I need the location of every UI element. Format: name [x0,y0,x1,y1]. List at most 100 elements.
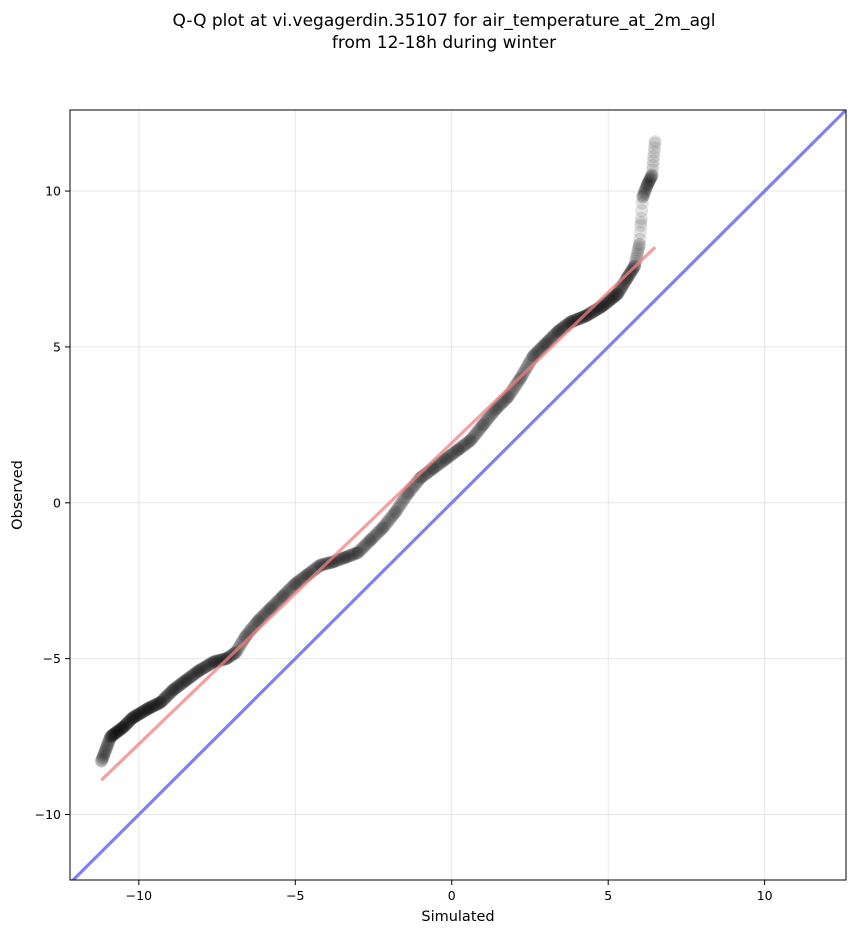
quantile-point [150,697,165,711]
quantile-point [154,695,168,709]
quantile-point [383,512,397,526]
quantile-point [641,178,654,192]
quantile-point [441,450,455,464]
quantile-point [645,169,659,182]
quantile-point [477,416,491,431]
quantile-point [631,242,646,257]
quantile-point [167,682,182,696]
quantile-point [95,753,109,767]
quantile-point [164,685,178,699]
quantile-point [544,332,558,346]
quantile-point [170,679,185,694]
quantile-point [259,606,273,620]
quantile-point [148,698,162,712]
quantile-point [345,548,360,562]
quantile-point [392,500,406,514]
quantile-point [608,288,623,303]
quantile-point [465,431,480,445]
quantile-point [642,174,656,188]
quantile-point [520,360,534,374]
quantile-point [129,709,143,723]
x-tick-label: 0 [448,888,456,903]
quantile-point [481,412,495,426]
quantile-point [551,325,565,338]
quantile-point [439,451,453,466]
x-tick-label: −10 [126,888,152,903]
quantile-point [609,288,623,302]
quantile-point [216,652,231,667]
quantile-point [126,711,139,725]
quantile-point [460,436,474,450]
quantile-point [123,713,137,727]
quantile-point [632,238,647,252]
quantile-point [251,615,264,628]
quantile-point [140,702,154,716]
quantile-point [146,699,161,713]
quantile-point [100,738,115,753]
quantile-points [94,134,662,768]
quantile-point [127,710,141,724]
quantile-point [288,577,303,591]
quantile-point [611,286,625,300]
quantile-point [185,669,199,683]
quantile-point [251,613,266,628]
quantile-point [208,654,222,669]
quantile-point [194,662,209,676]
quantile-point [634,211,648,226]
quantile-point [602,293,617,308]
quantile-point [344,548,358,562]
quantile-point [603,293,617,307]
quantile-point [582,307,596,321]
quantile-point [156,693,170,707]
quantile-point [98,743,113,757]
quantile-point [107,727,121,741]
quantile-point [144,700,158,714]
quantile-point [187,667,202,681]
quantile-point [179,674,192,687]
quantile-point [113,722,127,737]
quantile-point [162,687,176,702]
x-tick-label: −5 [286,888,304,903]
quantile-point [255,610,269,624]
quantile-point [636,187,651,202]
x-tick-label: 10 [757,888,773,903]
y-tick-label: −10 [35,807,61,822]
quantile-point [337,551,351,565]
quantile-point [167,682,181,697]
quantile-point [131,708,145,722]
quantile-point [534,341,548,356]
quantile-point [105,729,119,743]
quantile-point [348,546,363,561]
quantile-point [533,342,547,357]
quantile-point [355,541,370,555]
quantile-point [361,535,376,549]
quantile-point [484,407,499,421]
quantile-point [540,335,555,349]
quantile-point [204,656,219,670]
quantile-point [457,438,471,453]
quantile-point [252,613,266,627]
quantile-point [99,741,114,755]
quantile-point [323,556,337,570]
quantile-point [125,711,140,725]
quantile-point [622,268,636,282]
quantile-point [180,672,195,687]
quantile-point [638,182,653,197]
quantile-point [103,730,118,744]
quantile-point [264,600,279,615]
quantile-point [467,428,482,443]
quantile-point [260,605,274,620]
quantile-point [159,689,174,704]
quantile-point [129,708,144,723]
quantile-point [648,136,662,151]
quantile-point [290,575,305,589]
quantile-point [647,145,661,159]
quantile-point [262,602,277,617]
quantile-point [511,375,525,389]
quantile-point [253,612,267,626]
quantile-point [543,332,557,347]
quantile-point [114,722,128,736]
quantile-point [139,702,154,717]
quantile-point [633,232,647,246]
quantile-point [368,528,383,542]
